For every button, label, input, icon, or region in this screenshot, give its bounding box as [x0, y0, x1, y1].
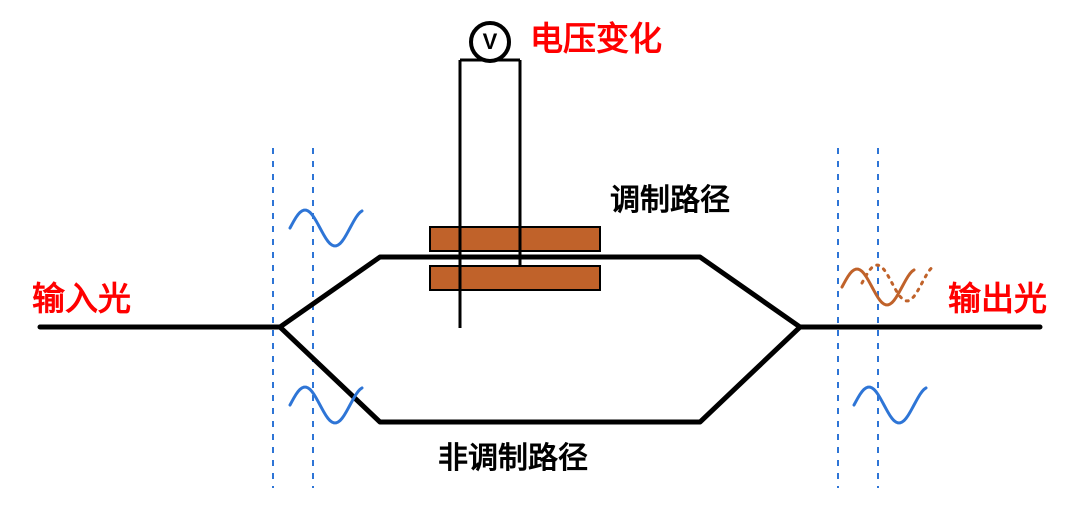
lower-arm-nonmodulated: [280, 327, 800, 422]
wave-in-top: [290, 210, 362, 246]
label-modulated-path: 调制路径: [610, 184, 730, 217]
label-nonmodulated-path: 非调制路径: [438, 442, 588, 475]
voltmeter-letter: V: [483, 29, 498, 54]
wave-out-bottom: [854, 387, 926, 423]
label-voltage-change: 电压变化: [530, 20, 662, 57]
modulator-diagram: V 输入光 输出光 电压变化 调制路径 非调制路径: [0, 0, 1080, 529]
label-input-light: 输入光: [32, 280, 131, 317]
wave-out-solid: [842, 269, 914, 305]
electrode-bottom: [430, 266, 600, 290]
electrode-top: [430, 227, 600, 251]
label-output-light: 输出光: [948, 280, 1047, 317]
